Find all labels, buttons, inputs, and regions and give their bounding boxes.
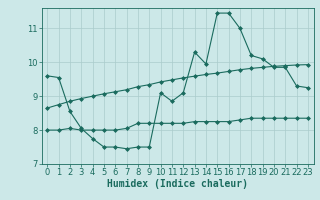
X-axis label: Humidex (Indice chaleur): Humidex (Indice chaleur) [107,179,248,189]
